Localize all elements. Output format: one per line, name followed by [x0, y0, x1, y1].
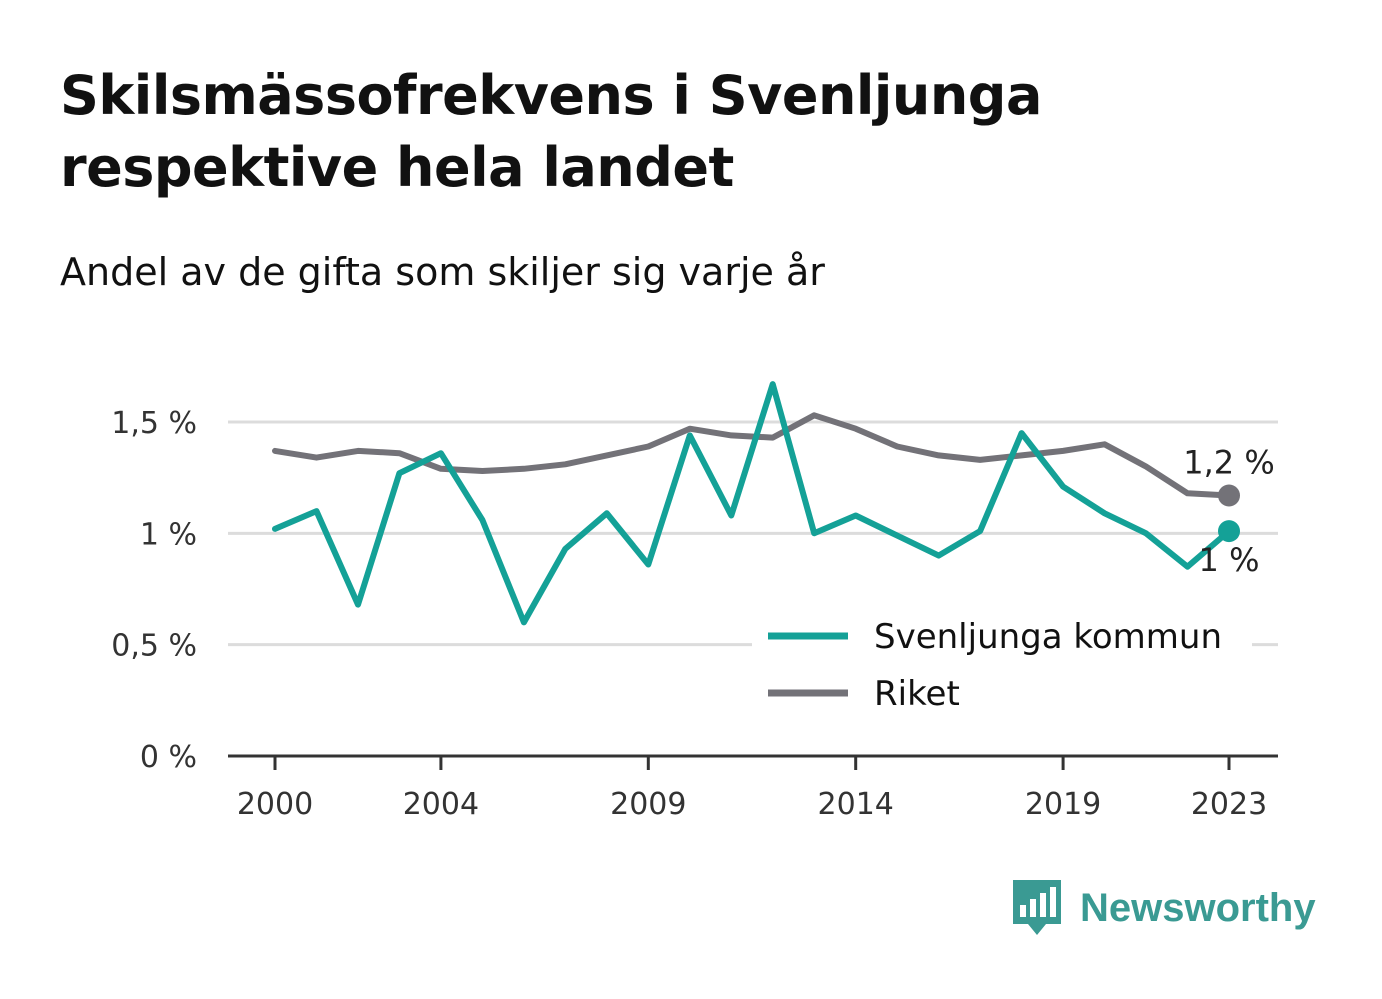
- x-tick-label: 2009: [610, 787, 686, 822]
- end-value-label: 1 %: [1199, 541, 1260, 579]
- y-tick-label: 1,5 %: [111, 406, 197, 441]
- newsworthy-logo: Newsworthy: [1010, 876, 1316, 940]
- x-tick-label: 2023: [1191, 787, 1267, 822]
- legend: Svenljunga kommun Riket: [752, 610, 1252, 718]
- x-tick-label: 2000: [237, 787, 313, 822]
- legend-background: [752, 610, 1252, 718]
- end-marker: [1218, 520, 1240, 543]
- legend-label: Riket: [874, 674, 960, 714]
- bar-chart-speech-bubble-icon: [1013, 880, 1061, 935]
- y-tick-label: 0 %: [140, 740, 197, 775]
- legend-label: Svenljunga kommun: [874, 617, 1222, 657]
- end-marker: [1218, 484, 1240, 507]
- y-axis: 0 % 0,5 % 1 % 1,5 %: [111, 406, 197, 775]
- x-axis: 2000 2004 2009 2014 2019 2023: [228, 754, 1278, 822]
- brand-name: Newsworthy: [1080, 885, 1316, 930]
- chart-subtitle: Andel av de gifta som skiljer sig varje …: [60, 250, 825, 294]
- series-lines: [272, 381, 1232, 626]
- y-tick-label: 1 %: [140, 517, 197, 552]
- end-value-label: 1,2 %: [1183, 443, 1274, 481]
- y-tick-label: 0,5 %: [111, 629, 197, 664]
- series-line-1: [272, 412, 1232, 499]
- x-tick-label: 2004: [403, 787, 479, 822]
- series-line-0: [272, 381, 1232, 626]
- end-markers: 1 % 1,2 %: [1183, 443, 1274, 579]
- x-tick-label: 2019: [1025, 787, 1101, 822]
- x-tick-label: 2014: [818, 787, 894, 822]
- chart-title: Skilsmässofrekvens i Svenljunga respekti…: [60, 64, 1042, 199]
